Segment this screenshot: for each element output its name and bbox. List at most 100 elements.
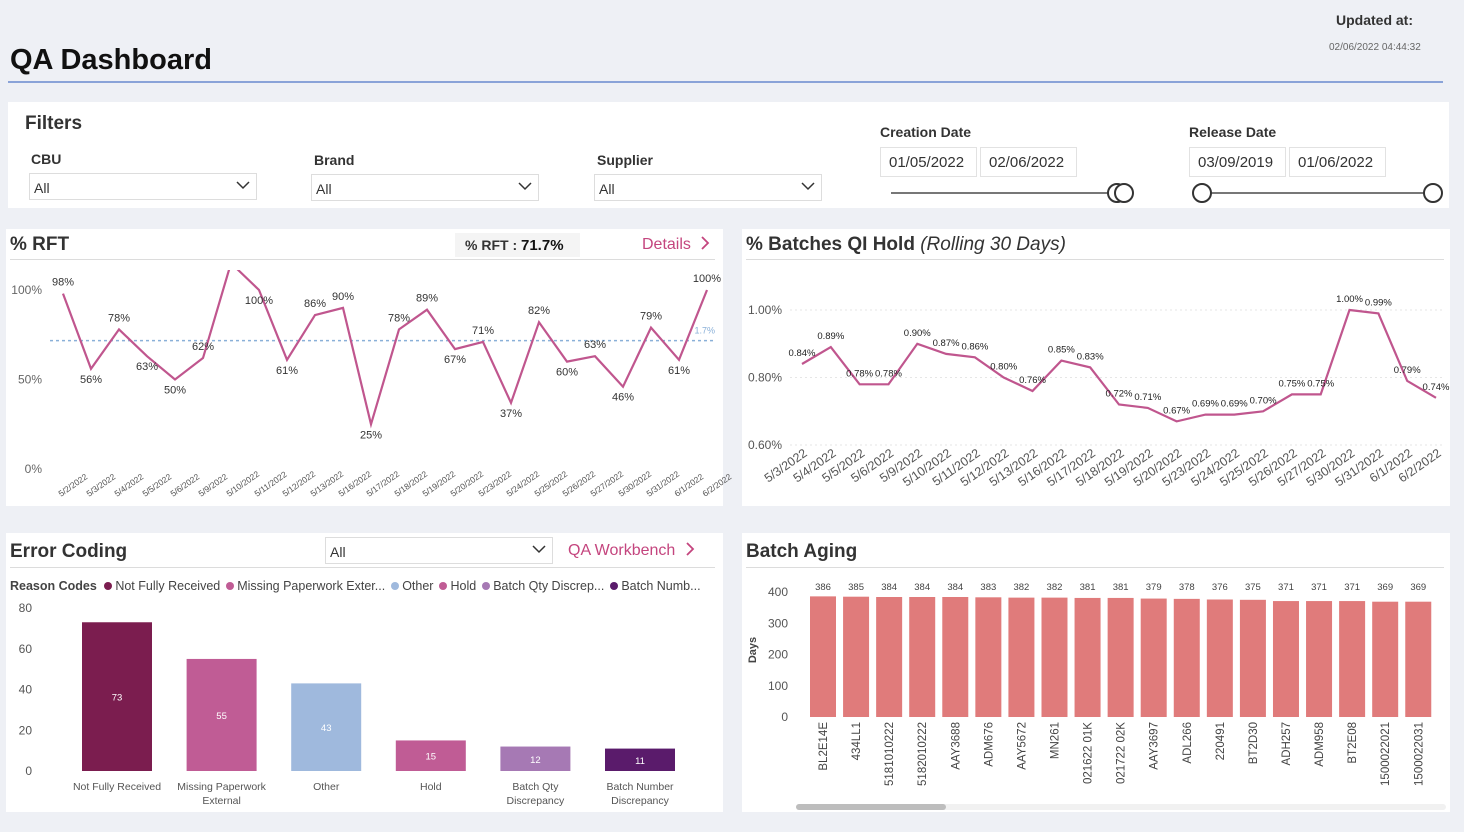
chevron-right-icon	[686, 542, 695, 556]
batch-aging-x-tick: MN261	[1049, 722, 1061, 759]
legend-item[interactable]: Other	[391, 579, 433, 593]
release-date-from[interactable]: 03/09/2019	[1189, 147, 1286, 177]
rft-title-rule	[10, 259, 715, 260]
rft-data-label: 100%	[245, 295, 273, 307]
rft-data-label: 100%	[693, 273, 721, 285]
filters-title: Filters	[25, 113, 83, 134]
error-coding-bar	[605, 748, 675, 771]
batch-aging-bar-label: 381	[1113, 582, 1129, 593]
legend-item[interactable]: Hold	[439, 579, 476, 593]
cbu-value: All	[34, 180, 50, 196]
rft-data-label: 78%	[388, 312, 410, 324]
batch-aging-bar	[810, 596, 836, 717]
details-link[interactable]: Details	[642, 236, 711, 254]
legend-item[interactable]: Not Fully Received	[104, 579, 220, 593]
rft-data-label: 56%	[80, 374, 102, 386]
error-coding-bar-label: 11	[635, 756, 645, 767]
qi-hold-data-label: 0.69%	[1221, 399, 1248, 410]
rft-x-tick: 5/5/2022	[140, 471, 173, 498]
qi-hold-data-label: 0.74%	[1423, 382, 1450, 393]
batch-aging-bar	[1041, 597, 1068, 717]
error-coding-bar	[395, 740, 466, 771]
supplier-dropdown[interactable]: All	[594, 174, 822, 201]
batch-aging-bar	[1107, 597, 1134, 717]
batch-aging-bar-label: 384	[881, 582, 897, 593]
legend-item[interactable]: Batch Qty Discrep...	[482, 579, 604, 593]
release-date-slider-end[interactable]	[1423, 183, 1443, 203]
brand-label: Brand	[314, 152, 355, 168]
batch-aging-bar	[843, 596, 870, 717]
batch-aging-bar-label: 376	[1212, 582, 1228, 593]
batch-aging-scrollbar[interactable]	[796, 804, 1446, 810]
details-label: Details	[642, 236, 691, 253]
batch-aging-bar-label: 382	[1013, 582, 1029, 593]
error-coding-dropdown[interactable]: All	[325, 537, 553, 564]
creation-date-to[interactable]: 02/06/2022	[980, 147, 1077, 177]
brand-dropdown[interactable]: All	[311, 174, 539, 201]
qi-hold-data-label: 0.70%	[1250, 395, 1277, 406]
chevron-down-icon	[236, 181, 250, 190]
legend-item[interactable]: Missing Paperwork Exter...	[226, 579, 385, 593]
updated-label: Updated at:	[1336, 12, 1413, 28]
rft-data-label: 82%	[528, 305, 550, 317]
qa-workbench-link[interactable]: QA Workbench	[568, 542, 696, 560]
release-date-to[interactable]: 01/06/2022	[1289, 147, 1386, 177]
qi-hold-data-label: 0.78%	[875, 368, 902, 379]
qi-hold-y-tick: 1.00%	[748, 303, 782, 317]
cbu-label: CBU	[31, 151, 62, 167]
rft-kpi-value: 71.7%	[521, 237, 564, 254]
error-coding-bar	[500, 746, 571, 771]
rft-title: % RFT	[10, 234, 70, 255]
chevron-right-icon	[701, 236, 710, 250]
batch-aging-bar-label: 371	[1311, 582, 1327, 593]
rft-data-label: 62%	[192, 341, 214, 353]
legend-item[interactable]: Batch Numb...	[610, 579, 701, 593]
rft-kpi-box: % RFT : 71.7%	[455, 233, 580, 257]
batch-aging-bar-label: 379	[1146, 582, 1162, 593]
batch-aging-bar-label: 386	[815, 582, 831, 593]
qi-hold-data-label: 0.75%	[1307, 378, 1334, 389]
batch-aging-bar-label: 369	[1410, 582, 1426, 593]
rft-y-tick: 0%	[25, 462, 43, 476]
release-date-slider-start[interactable]	[1192, 183, 1212, 203]
legend-title: Reason Codes	[10, 579, 97, 593]
qi-hold-data-label: 0.69%	[1192, 399, 1219, 410]
batch-aging-x-tick: 1500022031	[1413, 722, 1425, 786]
batch-aging-scroll-thumb[interactable]	[796, 804, 946, 810]
rft-data-label: 63%	[136, 361, 158, 373]
batch-aging-title-rule	[746, 567, 1444, 568]
qi-hold-data-label: 0.85%	[1048, 345, 1075, 356]
batch-aging-y-tick: 300	[768, 616, 788, 630]
batch-aging-bar	[975, 597, 1002, 717]
batch-aging-x-tick: 1500022021	[1380, 722, 1392, 786]
legend-dot	[391, 582, 400, 590]
qi-hold-y-tick: 0.60%	[748, 438, 782, 452]
error-coding-x-tick: Hold	[420, 781, 442, 793]
qi-hold-data-label: 0.83%	[1077, 351, 1104, 362]
qi-hold-y-tick: 0.80%	[748, 371, 782, 385]
creation-date-from[interactable]: 01/05/2022	[880, 147, 977, 177]
cbu-dropdown[interactable]: All	[29, 173, 257, 200]
rft-data-label: 61%	[668, 365, 690, 377]
release-date-label: Release Date	[1189, 124, 1277, 140]
error-coding-legend: Reason Codes Not Fully Received Missing P…	[10, 579, 707, 593]
error-coding-bar	[291, 683, 362, 771]
batch-aging-x-tick: 5182010222	[917, 722, 929, 786]
legend-dot	[610, 582, 619, 590]
qa-workbench-label: QA Workbench	[568, 542, 676, 559]
rft-average-label: 1.7%	[694, 326, 715, 336]
rft-data-label: 46%	[612, 392, 634, 404]
qi-hold-data-label: 0.89%	[817, 331, 844, 342]
batch-aging-bar	[1272, 601, 1299, 717]
batch-aging-title: Batch Aging	[746, 541, 858, 562]
qi-hold-title-text: % Batches QI Hold	[746, 234, 915, 255]
batch-aging-bar	[1206, 599, 1233, 717]
creation-date-slider-end[interactable]	[1114, 183, 1134, 203]
chevron-down-icon	[801, 182, 815, 191]
release-date-slider-track[interactable]	[1202, 192, 1432, 194]
creation-date-slider-track[interactable]	[891, 192, 1121, 194]
batch-aging-x-tick: ADM958	[1314, 722, 1326, 767]
batch-aging-y-tick: 100	[768, 679, 788, 693]
page-title: QA Dashboard	[10, 44, 212, 76]
